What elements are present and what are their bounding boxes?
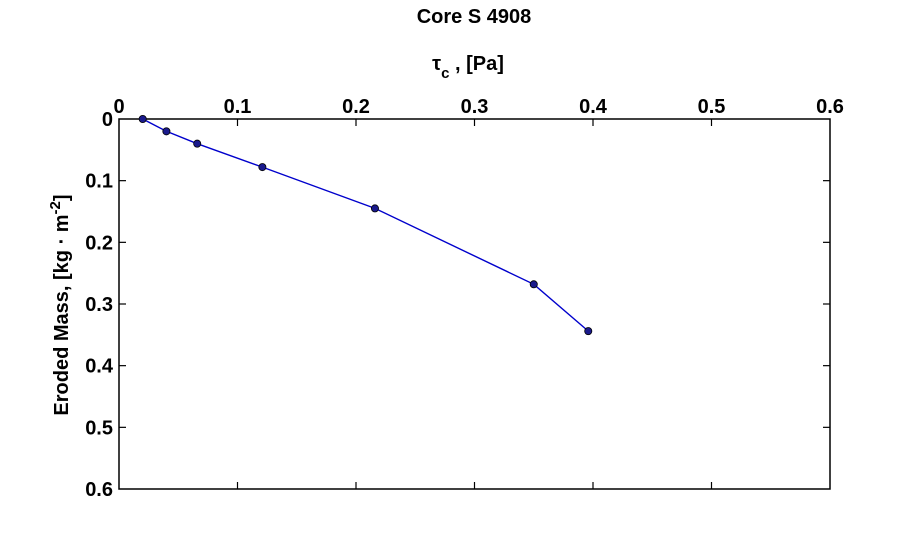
y-axis-label-end: ] — [51, 194, 73, 201]
x-axis-label: τc , [Pa] — [432, 53, 504, 82]
x-tick-label: 0.1 — [224, 96, 252, 118]
data-point — [258, 163, 267, 172]
y-tick-label: 0.2 — [85, 232, 113, 254]
plot-frame — [118, 118, 831, 490]
x-axis-label-rest: , [Pa] — [449, 53, 503, 75]
x-axis-label-sub: c — [441, 65, 449, 82]
y-tick-label: 0.5 — [85, 417, 113, 439]
x-tick-label: 0.2 — [342, 96, 370, 118]
x-tick-label: 0.3 — [461, 96, 489, 118]
data-series — [138, 115, 593, 336]
y-axis-label-main: Eroded Mass, [kg · m — [51, 214, 73, 415]
x-tick-label: 0.6 — [816, 96, 844, 118]
x-axis-label-main: τ — [432, 53, 441, 75]
data-point — [370, 204, 379, 213]
series-line — [142, 118, 589, 332]
data-point — [193, 139, 202, 148]
y-tick-label: 0.4 — [85, 356, 114, 378]
y-tick-label: 0.1 — [85, 171, 113, 193]
data-point — [529, 280, 538, 289]
data-point — [162, 127, 171, 136]
axis-ticks: 0 0.1 0.2 0.3 0.4 0.5 0.6 0 0.1 0.2 0.3 0.4 0.5 0.6 — [85, 96, 844, 501]
x-tick-label: 0 — [113, 96, 124, 118]
y-tick-label: 0.3 — [85, 294, 113, 316]
y-axis-label: Eroded Mass, [kg · m-2] — [47, 194, 73, 415]
y-axis-label-sup: -2 — [47, 201, 64, 214]
data-point — [138, 115, 147, 124]
data-point — [584, 327, 593, 336]
x-tick-label: 0.5 — [698, 96, 726, 118]
y-tick-label: 0.6 — [85, 479, 113, 501]
x-tick-label: 0.4 — [579, 96, 608, 118]
chart-title: Core S 4908 — [417, 6, 532, 28]
y-tick-label: 0 — [102, 109, 113, 131]
